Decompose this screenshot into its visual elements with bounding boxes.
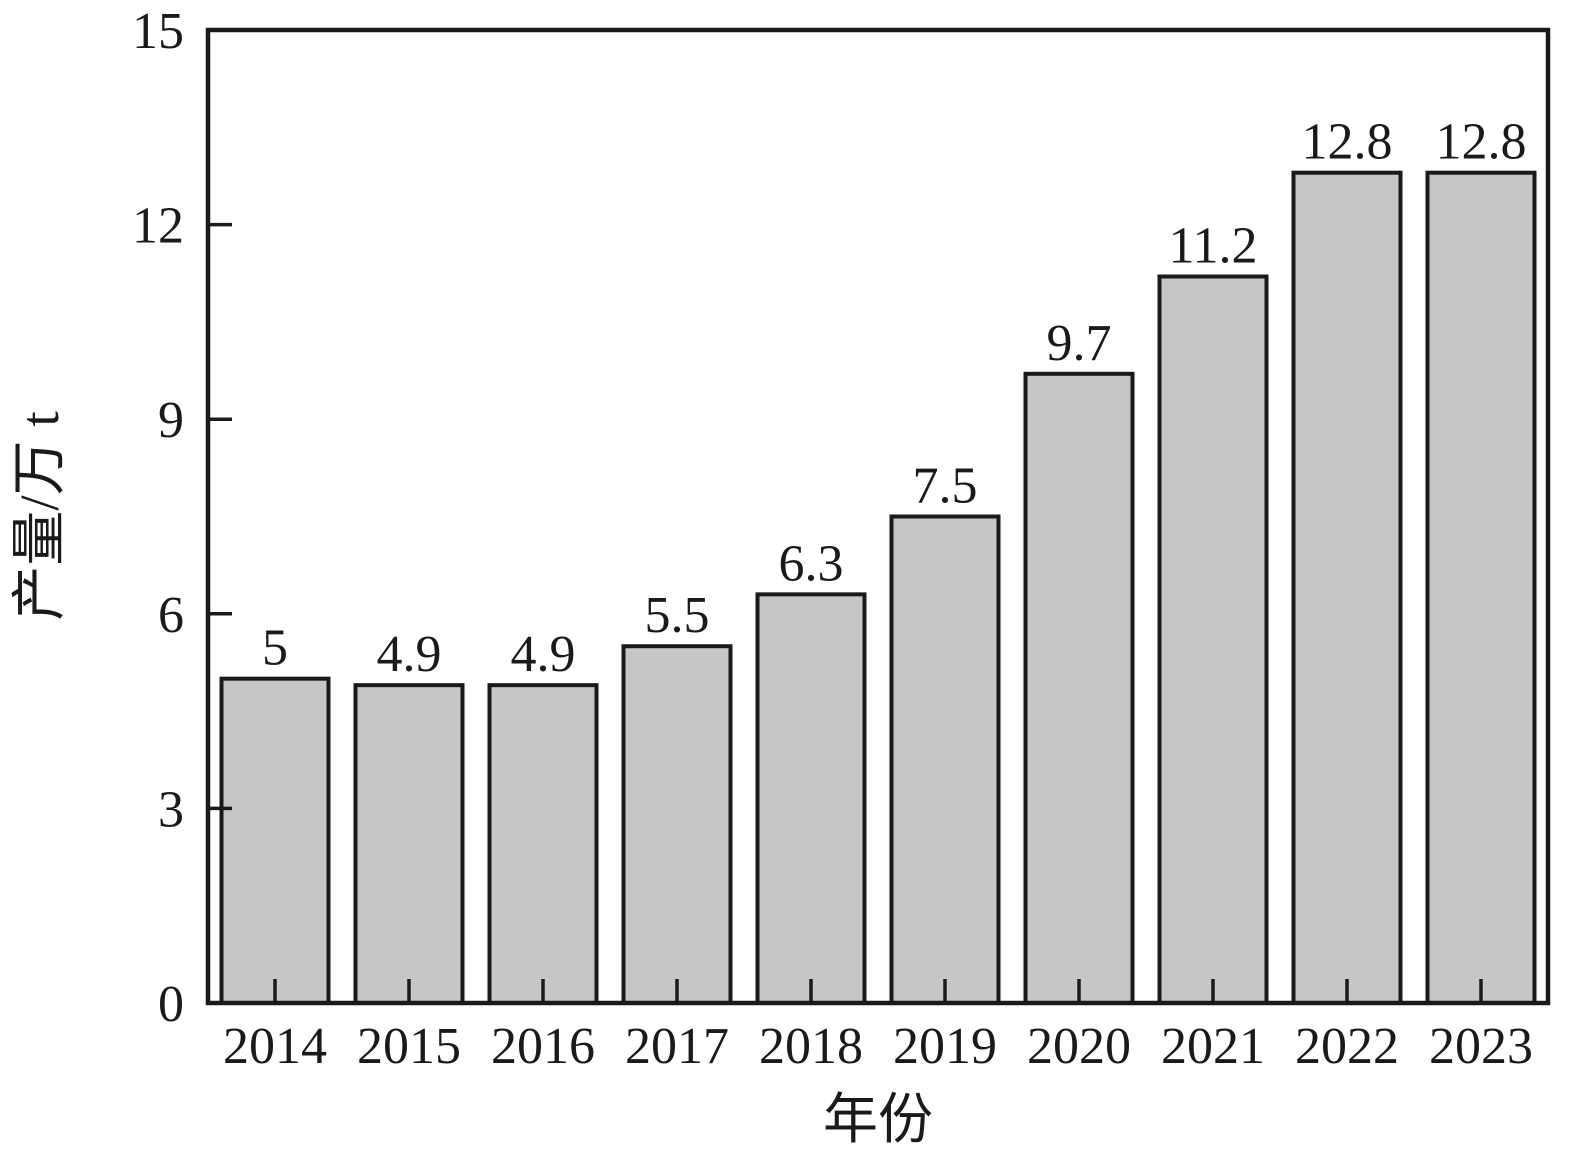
bar-2014 — [219, 676, 331, 1006]
x-tick-label: 2016 — [491, 1018, 595, 1075]
x-tick-label: 2015 — [357, 1018, 461, 1075]
plot-frame — [205, 27, 1551, 1006]
x-tick-label: 2021 — [1161, 1018, 1265, 1075]
y-tick-label: 15 — [132, 3, 184, 60]
bar-value-label: 5 — [262, 620, 288, 677]
bar-2019 — [889, 514, 1001, 1005]
x-tick-label: 2018 — [759, 1018, 863, 1075]
y-tick-label: 0 — [158, 976, 184, 1033]
y-tick-label: 3 — [158, 781, 184, 838]
bar-2023 — [1425, 170, 1537, 1005]
x-tick-label: 2014 — [223, 1018, 327, 1075]
bar-2015 — [353, 683, 465, 1005]
bar-value-label: 4.9 — [377, 626, 442, 683]
y-axis-title: 产量/万 t — [9, 411, 70, 620]
bar-2016 — [487, 683, 599, 1005]
bar-2021 — [1157, 274, 1269, 1005]
bar-2018 — [755, 592, 867, 1006]
x-tick-label: 2022 — [1295, 1018, 1399, 1075]
bar-value-label: 5.5 — [645, 587, 710, 644]
bar-value-label: 9.7 — [1047, 315, 1112, 372]
bars-layer — [219, 170, 1537, 1006]
bar-2017 — [621, 644, 733, 1005]
bar-value-label: 7.5 — [913, 458, 978, 515]
x-tick-label: 2017 — [625, 1018, 729, 1075]
bar-value-label: 11.2 — [1168, 217, 1257, 274]
bar-value-label: 6.3 — [779, 535, 844, 592]
bar-value-label: 12.8 — [1302, 114, 1393, 171]
y-tick-label: 6 — [158, 587, 184, 644]
ticks-layer — [208, 222, 1483, 1003]
axis-labels-layer: 5 2014 4.9 2015 4.9 2016 5.5 2017 6.3 2018 7.5 2019… — [132, 3, 1533, 1075]
bar-value-label: 4.9 — [511, 626, 576, 683]
bar-2020 — [1023, 371, 1135, 1005]
x-axis-title: 年份 — [823, 1089, 933, 1150]
y-tick-label: 12 — [132, 198, 184, 255]
x-tick-label: 2020 — [1027, 1018, 1131, 1075]
bar-value-label: 12.8 — [1436, 114, 1527, 171]
x-tick-label: 2019 — [893, 1018, 997, 1075]
y-tick-label: 9 — [158, 392, 184, 449]
x-tick-label: 2023 — [1429, 1018, 1533, 1075]
bar-2022 — [1291, 170, 1403, 1005]
